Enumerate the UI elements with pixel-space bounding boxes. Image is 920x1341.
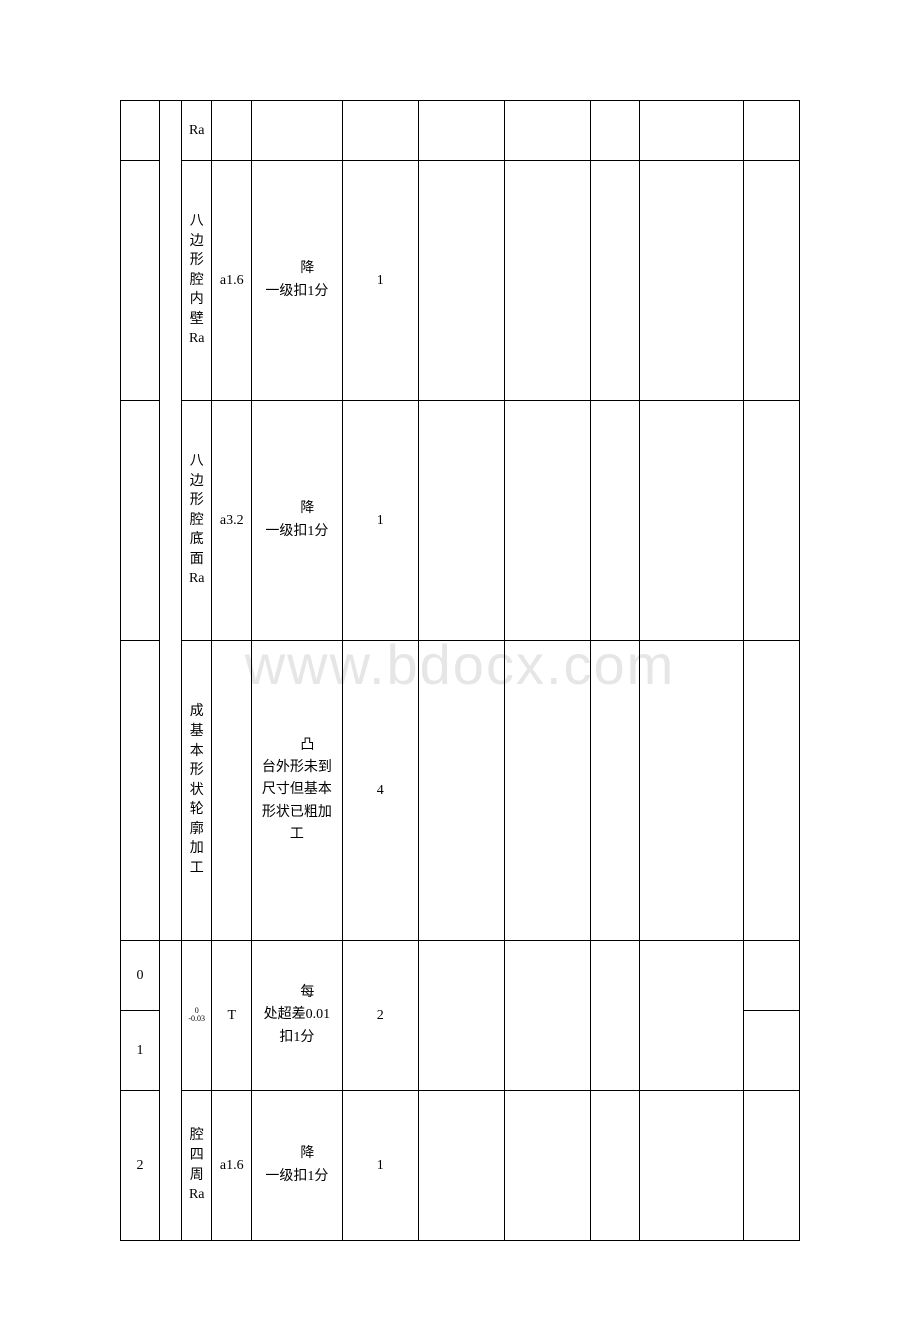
cell: [640, 941, 744, 1091]
cell-score: 4: [342, 641, 418, 941]
cell: [121, 161, 160, 401]
cell: [591, 641, 640, 941]
scoring-table: Ra 八边形腔内壁Ra a1.6 降一级扣1分 1 八边形腔底面Ra a3.2 …: [120, 100, 800, 1241]
cell: [419, 641, 505, 941]
cell: [505, 941, 591, 1091]
cell: [744, 1011, 800, 1091]
cell-label: 八边形腔内壁Ra: [182, 161, 212, 401]
cell-index: 2: [121, 1091, 160, 1241]
cell: [640, 161, 744, 401]
table-row: 八边形腔底面Ra a3.2 降一级扣1分 1: [121, 401, 800, 641]
cell: [121, 641, 160, 941]
cell: [121, 101, 160, 161]
table-row: 2 腔四周Ra a1.6 降一级扣1分 1: [121, 1091, 800, 1241]
cell: [342, 101, 418, 161]
cell-label: Ra: [182, 101, 212, 161]
cell-index: 0: [121, 941, 160, 1011]
cell: [505, 161, 591, 401]
cell: [419, 941, 505, 1091]
cell: [419, 161, 505, 401]
cell: [640, 641, 744, 941]
cell-score: 1: [342, 161, 418, 401]
cell-spec: a1.6: [212, 1091, 252, 1241]
cell: [640, 101, 744, 161]
cell: [591, 401, 640, 641]
cell-spec: T: [212, 941, 252, 1091]
cell: [505, 1091, 591, 1241]
cell: [419, 101, 505, 161]
cell-label: 成基本形状轮廓加工: [182, 641, 212, 941]
table-row: Ra: [121, 101, 800, 161]
cell: [744, 641, 800, 941]
cell-deduction: 降一级扣1分: [252, 1091, 342, 1241]
cell: [744, 101, 800, 161]
cell: [591, 1091, 640, 1241]
cell-label: 腔四周Ra: [182, 1091, 212, 1241]
table-row: 八边形腔内壁Ra a1.6 降一级扣1分 1: [121, 161, 800, 401]
cell: [159, 941, 181, 1241]
cell: [505, 641, 591, 941]
cell: [640, 401, 744, 641]
cell-deduction: 降一级扣1分: [252, 401, 342, 641]
cell: [591, 941, 640, 1091]
table-row: 0 0-0.03 T 每处超差0.01扣1分 2: [121, 941, 800, 1011]
cell-spec: a1.6: [212, 161, 252, 401]
cell-score: 2: [342, 941, 418, 1091]
cell: [212, 641, 252, 941]
cell-score: 1: [342, 1091, 418, 1241]
cell: [212, 101, 252, 161]
cell-score: 1: [342, 401, 418, 641]
cell: [591, 101, 640, 161]
cell: [159, 101, 181, 941]
cell: [419, 401, 505, 641]
cell: [744, 161, 800, 401]
cell-index: 1: [121, 1011, 160, 1091]
cell-deduction: 每处超差0.01扣1分: [252, 941, 342, 1091]
cell: [744, 941, 800, 1011]
cell-deduction: 凸台外形未到尺寸但基本形状已粗加工: [252, 641, 342, 941]
cell: [744, 401, 800, 641]
cell-tolerance: 0-0.03: [182, 941, 212, 1091]
cell: [505, 401, 591, 641]
cell-label: 八边形腔底面Ra: [182, 401, 212, 641]
cell: [121, 401, 160, 641]
cell: [744, 1091, 800, 1241]
table-row: 成基本形状轮廓加工 凸台外形未到尺寸但基本形状已粗加工 4: [121, 641, 800, 941]
cell: [419, 1091, 505, 1241]
cell: [252, 101, 342, 161]
cell: [640, 1091, 744, 1241]
cell-spec: a3.2: [212, 401, 252, 641]
cell: [591, 161, 640, 401]
cell-deduction: 降一级扣1分: [252, 161, 342, 401]
cell: [505, 101, 591, 161]
